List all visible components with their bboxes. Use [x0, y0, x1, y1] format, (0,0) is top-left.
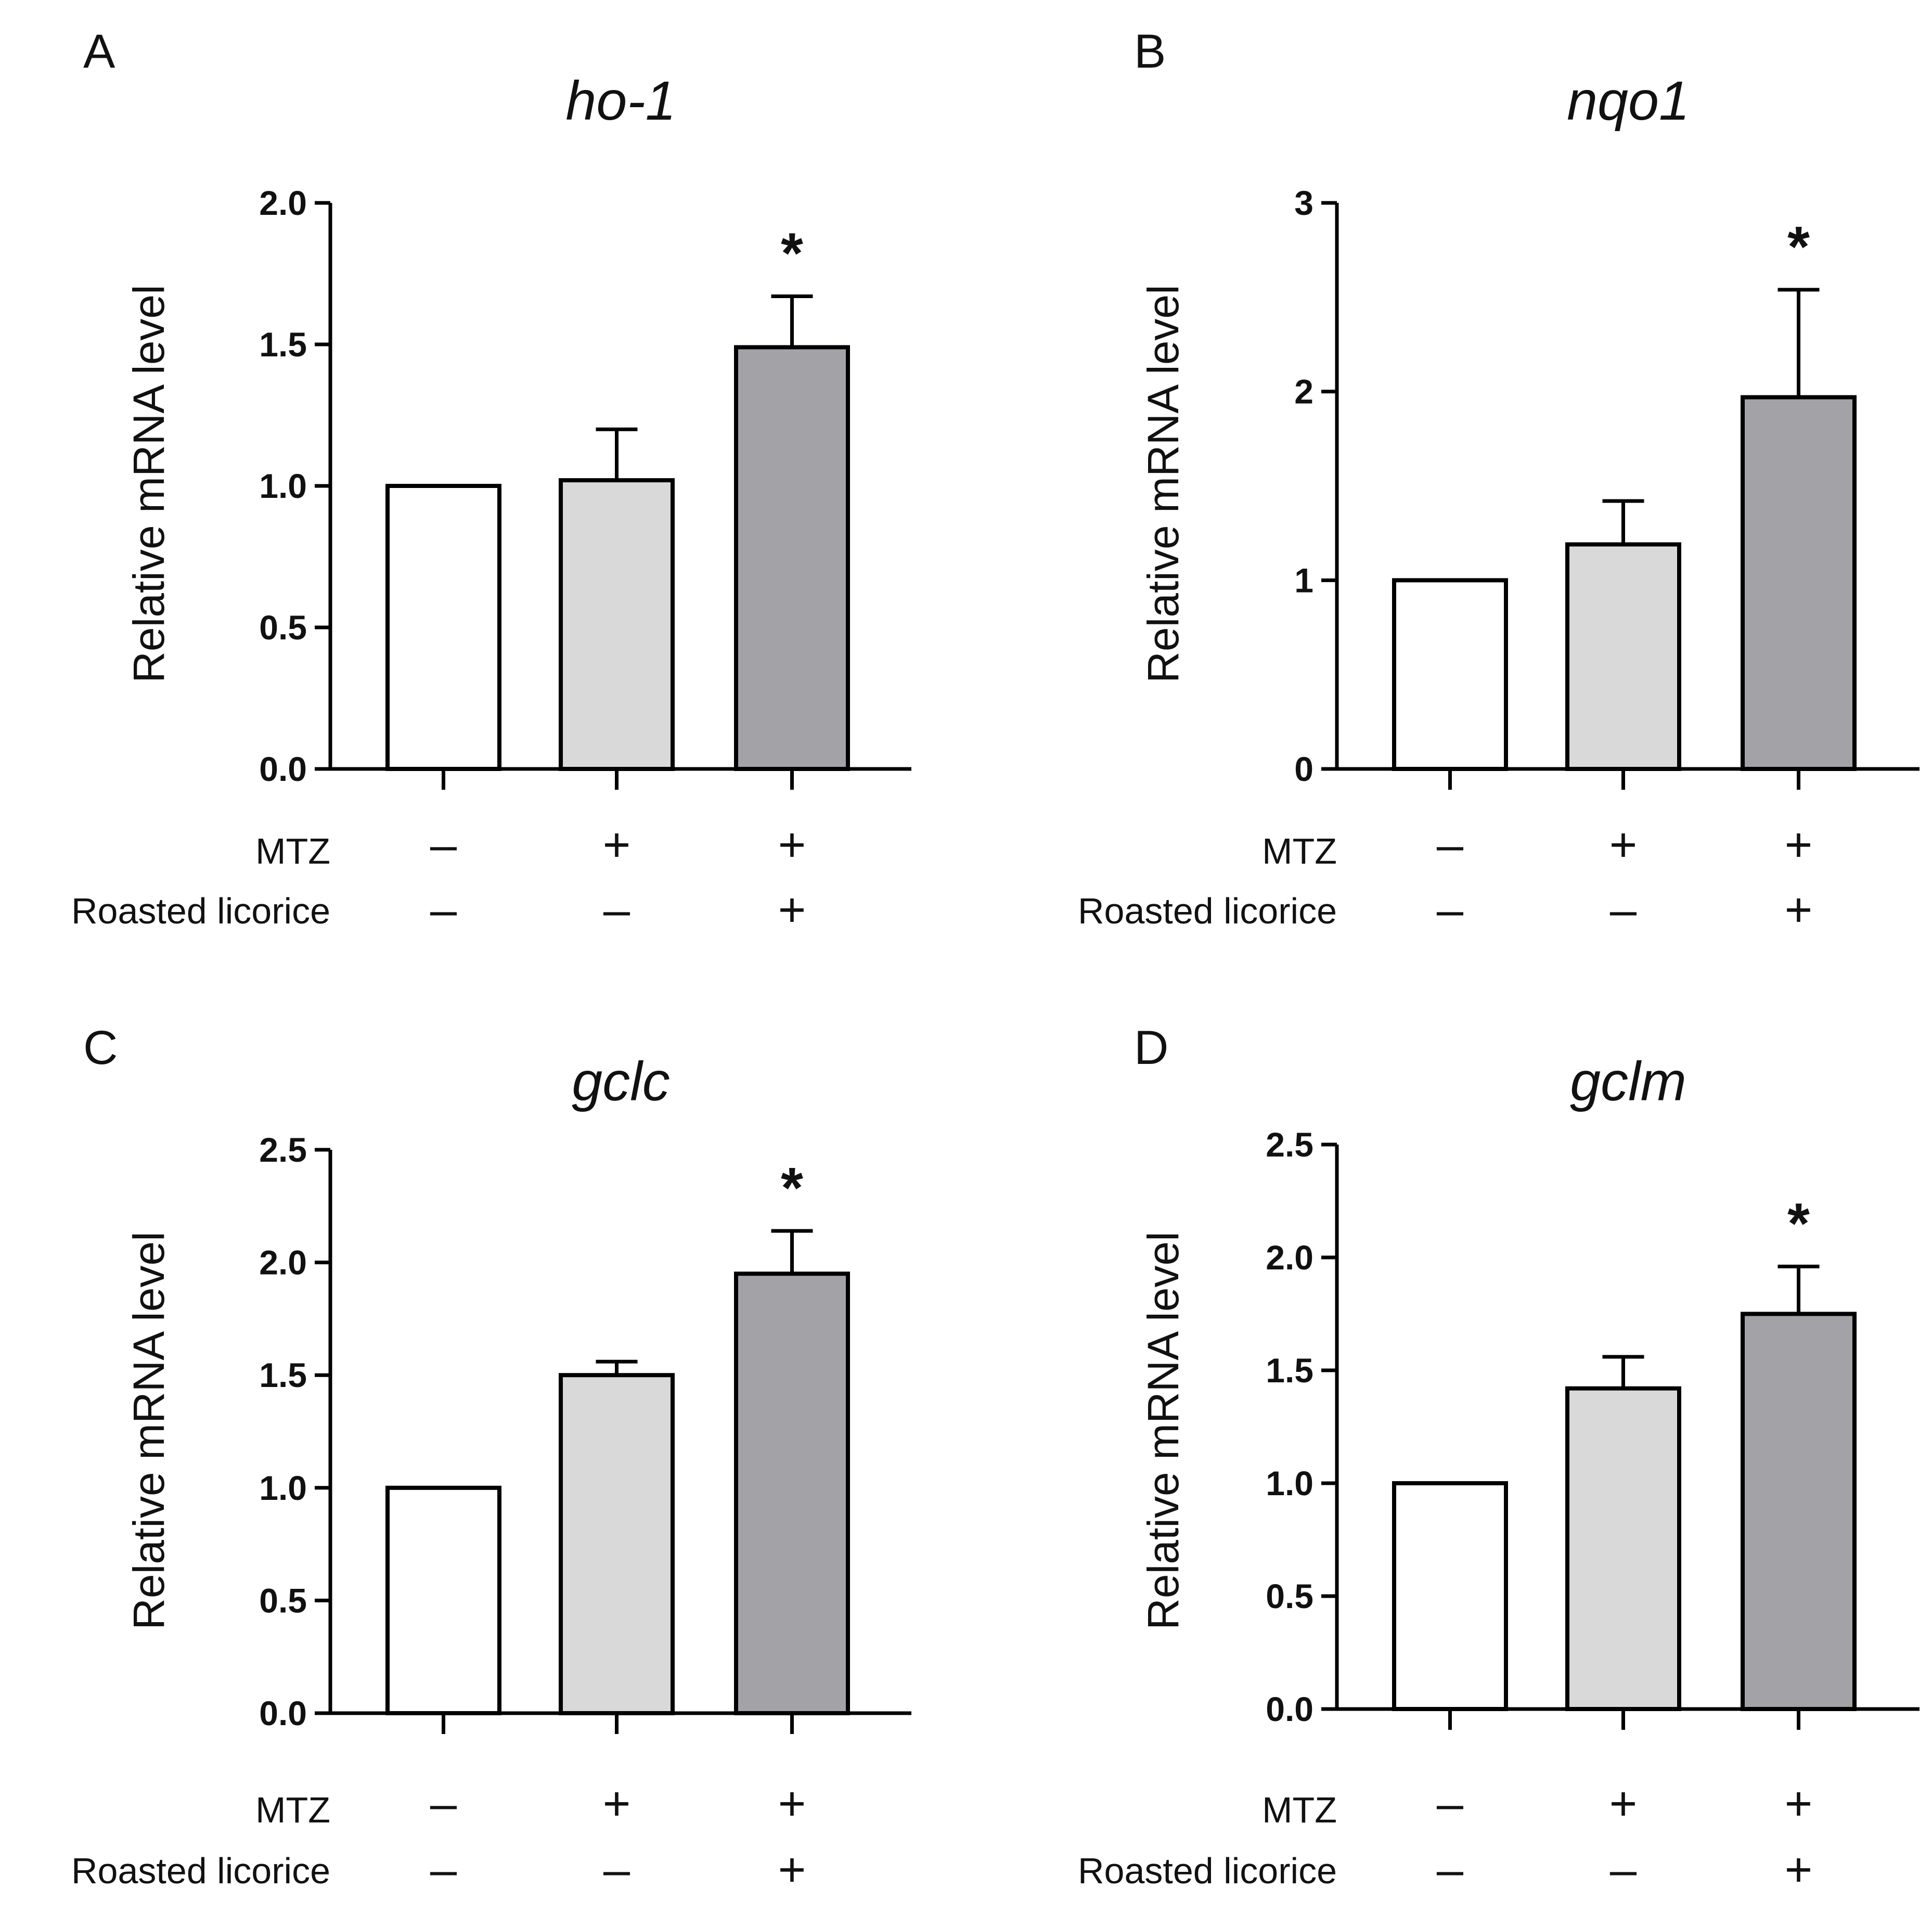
y-tick-label: 0.5 — [259, 608, 307, 647]
y-tick-label: 1.5 — [1266, 1351, 1313, 1390]
y-tick-label: 2.5 — [259, 1131, 307, 1169]
y-tick-label: 1.0 — [259, 467, 307, 505]
row-label-roasted-licorice: Roasted licorice — [71, 891, 330, 931]
significance-marker: * — [781, 1156, 803, 1220]
significance-marker: * — [781, 222, 803, 286]
sign-roasted-licorice: – — [603, 883, 630, 936]
sign-mtz: – — [430, 818, 457, 871]
y-tick-label: 0.0 — [1266, 1690, 1313, 1728]
chart-title: nqo1 — [1567, 70, 1690, 132]
row-label-roasted-licorice: Roasted licorice — [71, 1851, 330, 1891]
sign-roasted-licorice: – — [603, 1843, 630, 1896]
row-label-roasted-licorice: Roasted licorice — [1078, 1851, 1337, 1891]
sign-mtz: + — [778, 1777, 806, 1830]
sign-mtz: + — [603, 818, 631, 871]
bar — [385, 484, 501, 771]
panel-letter: D — [1134, 1021, 1168, 1074]
y-tick-label: 0.0 — [259, 1694, 307, 1732]
sign-mtz: + — [1785, 818, 1813, 871]
sign-roasted-licorice: + — [778, 883, 806, 936]
sign-mtz: + — [1785, 1777, 1813, 1830]
y-tick-label: 2.0 — [259, 184, 307, 222]
y-tick-label: 1.5 — [259, 1356, 307, 1394]
sign-mtz: + — [1609, 1777, 1638, 1830]
sign-roasted-licorice: – — [1610, 1843, 1637, 1896]
sign-mtz: + — [778, 818, 806, 871]
sign-roasted-licorice: – — [430, 883, 457, 936]
sign-mtz: – — [1437, 1777, 1464, 1830]
bar — [734, 1271, 850, 1715]
bar — [1565, 1386, 1681, 1711]
significance-marker: * — [1787, 215, 1810, 279]
sign-roasted-licorice: + — [1785, 883, 1813, 936]
sign-roasted-licorice: – — [430, 1843, 457, 1896]
sign-mtz: + — [603, 1777, 631, 1830]
significance-marker: * — [1787, 1191, 1810, 1255]
panel-letter: C — [83, 1021, 118, 1074]
y-tick-label: 0.5 — [259, 1581, 307, 1620]
sign-mtz: + — [1609, 818, 1638, 871]
bar — [1741, 395, 1857, 771]
y-axis-label: Relative mRNA level — [1139, 1231, 1188, 1630]
y-tick-label: 0 — [1294, 750, 1313, 788]
bar — [385, 1485, 501, 1716]
y-axis-label: Relative mRNA level — [1139, 285, 1188, 683]
bar — [734, 345, 850, 771]
y-tick-label: 2 — [1294, 372, 1313, 411]
y-tick-label: 0.5 — [1266, 1577, 1313, 1615]
y-axis-label: Relative mRNA level — [124, 1231, 173, 1630]
chart-title: ho-1 — [565, 70, 676, 132]
y-tick-label: 1.0 — [1266, 1464, 1313, 1502]
row-label-roasted-licorice: Roasted licorice — [1078, 891, 1337, 931]
panel-letter: A — [83, 25, 115, 78]
sign-roasted-licorice: + — [778, 1843, 806, 1896]
y-tick-label: 3 — [1294, 184, 1313, 222]
chart-title: gclm — [1570, 1051, 1686, 1112]
row-label-mtz: MTZ — [1262, 831, 1337, 871]
sign-mtz: – — [430, 1777, 457, 1830]
bar — [1741, 1312, 1857, 1711]
bar — [1392, 1481, 1508, 1711]
bar — [559, 1373, 675, 1715]
row-label-mtz: MTZ — [1262, 1790, 1337, 1830]
row-label-mtz: MTZ — [255, 831, 330, 871]
y-tick-label: 1 — [1294, 561, 1313, 599]
sign-mtz: – — [1437, 818, 1464, 871]
panel-letter: B — [1134, 25, 1166, 78]
y-tick-label: 2.5 — [1266, 1125, 1313, 1164]
sign-roasted-licorice: – — [1437, 883, 1464, 936]
y-tick-label: 1.0 — [259, 1469, 307, 1507]
row-label-mtz: MTZ — [255, 1790, 330, 1830]
y-tick-label: 1.5 — [259, 325, 307, 364]
y-tick-label: 2.0 — [259, 1243, 307, 1282]
sign-roasted-licorice: + — [1785, 1843, 1813, 1896]
panel-a: Aho-1 Relative mRNA level 0.0 0.5 1.0 1.5 2.0 –… — [71, 25, 911, 936]
bar — [1565, 542, 1681, 771]
sign-roasted-licorice: – — [1437, 1843, 1464, 1896]
bar — [559, 478, 675, 771]
bar — [1392, 578, 1508, 772]
chart-title: gclc — [572, 1051, 670, 1112]
sign-roasted-licorice: – — [1610, 883, 1637, 936]
y-tick-label: 0.0 — [259, 750, 307, 788]
y-tick-label: 2.0 — [1266, 1238, 1313, 1277]
y-axis-label: Relative mRNA level — [124, 285, 173, 683]
